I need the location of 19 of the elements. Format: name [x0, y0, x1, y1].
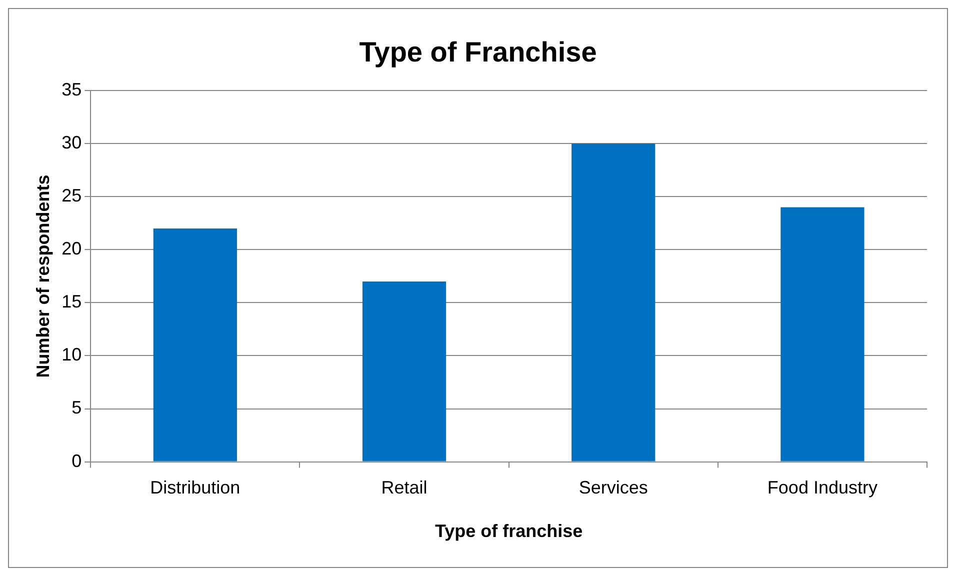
bar — [572, 144, 656, 462]
y-tick-label: 20 — [62, 238, 82, 259]
y-tick-label: 0 — [72, 450, 82, 471]
x-tick-label: Retail — [381, 478, 428, 498]
y-tick-label: 10 — [62, 344, 82, 365]
bar — [153, 228, 237, 462]
bar — [362, 282, 446, 462]
bar — [780, 207, 864, 462]
x-axis-title: Type of franchise — [434, 521, 583, 542]
y-tick-label: 30 — [62, 132, 82, 153]
y-tick-label: 25 — [62, 186, 82, 206]
y-tick-label: 5 — [72, 398, 82, 418]
chart-title: Type of Franchise — [359, 36, 597, 68]
y-tick-label: 15 — [62, 292, 82, 312]
x-tick-label: Services — [578, 478, 648, 498]
y-axis-title: Number of respondents — [32, 174, 53, 378]
y-tick-label: 35 — [62, 80, 82, 100]
x-tick-label: Food Industry — [767, 478, 878, 498]
x-tick-label: Distribution — [150, 478, 240, 498]
